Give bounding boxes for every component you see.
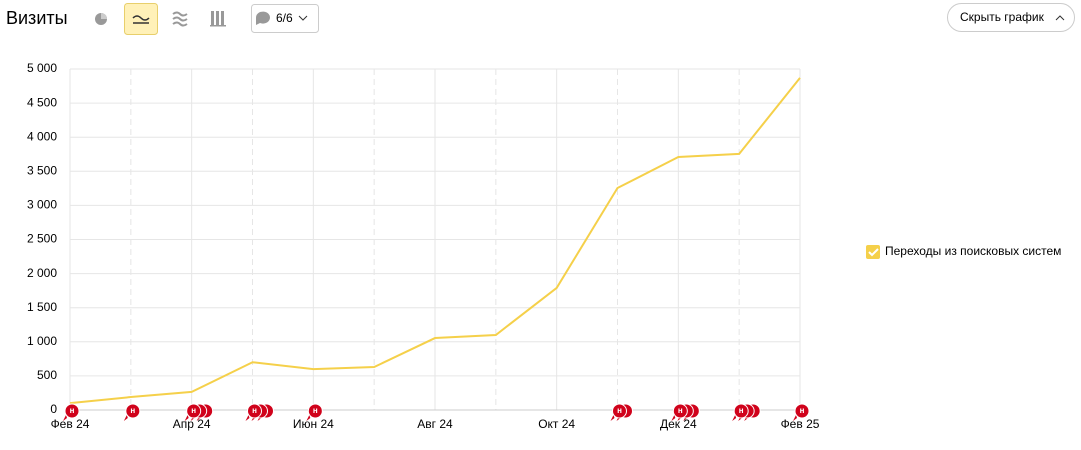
annotation-label: н xyxy=(313,406,318,415)
y-tick-label: 1 000 xyxy=(27,334,57,348)
y-tick-label: 1 500 xyxy=(27,300,57,314)
y-tick-label: 3 500 xyxy=(27,163,57,177)
annotation-marker xyxy=(612,403,627,419)
annotation-label: н xyxy=(130,406,135,415)
annotation-marker xyxy=(794,403,810,419)
annotation-marker xyxy=(247,403,262,419)
annotation-marker xyxy=(186,403,202,419)
annotation-markers: н xyxy=(793,403,810,421)
annotation-label: н xyxy=(617,406,622,415)
annotation-marker xyxy=(307,403,323,419)
y-tick-label: 5 000 xyxy=(27,61,57,75)
annotation-markers: н xyxy=(184,403,214,421)
annotation-markers: н xyxy=(610,403,633,421)
hide-chart-button[interactable]: Скрыть график xyxy=(947,3,1075,32)
annotation-bubble xyxy=(63,415,67,421)
annotation-markers: н xyxy=(306,403,323,421)
chart-type-bars[interactable] xyxy=(210,11,226,27)
report-title: Визиты xyxy=(6,8,68,28)
x-tick-label: Фев 25 xyxy=(781,417,820,431)
annotation-label: н xyxy=(739,406,744,415)
x-tick-label: Дек 24 xyxy=(660,417,697,431)
chart-type-area[interactable] xyxy=(172,11,188,27)
comments-count: 6/6 xyxy=(276,11,293,25)
annotation-markers: н xyxy=(671,403,700,421)
annotation-marker xyxy=(64,403,80,419)
annotation-markers: н xyxy=(123,403,141,421)
y-tick-label: 2 500 xyxy=(27,232,57,246)
y-tick-label: 500 xyxy=(37,368,57,382)
x-tick-label: Апр 24 xyxy=(173,417,211,431)
annotation-bubble xyxy=(671,415,676,421)
annotation-bubble xyxy=(123,415,128,421)
annotation-label: н xyxy=(70,406,75,415)
hide-chart-label: Скрыть график xyxy=(960,10,1045,24)
comments-button[interactable]: 6/6 xyxy=(251,4,319,33)
y-tick-label: 4 500 xyxy=(27,95,57,109)
annotation-markers: н xyxy=(732,403,761,421)
line-series xyxy=(69,77,801,405)
annotation-markers: н xyxy=(245,403,274,421)
legend-check xyxy=(868,248,879,257)
legend-checkbox xyxy=(866,245,880,259)
x-tick-label: Фев 24 xyxy=(51,417,90,431)
annotation-marker xyxy=(125,403,141,419)
y-tick-label: 4 000 xyxy=(27,129,57,143)
annotation-label: н xyxy=(191,406,196,415)
annotation-bubble xyxy=(610,415,615,421)
x-tick-label: Июн 24 xyxy=(293,417,334,431)
annotation-bubble xyxy=(184,415,189,421)
x-tick-label: Окт 24 xyxy=(538,417,575,431)
y-tick-label: 2 000 xyxy=(27,266,57,280)
legend-label: Переходы из поисковых систем xyxy=(885,244,1061,258)
annotation-bubble xyxy=(793,415,797,421)
chart-type-line[interactable] xyxy=(124,3,158,35)
y-tick-label: 0 xyxy=(50,402,57,416)
annotation-label: н xyxy=(800,406,805,415)
annotation-markers: н xyxy=(63,403,80,421)
annotation-marker xyxy=(672,403,688,419)
chart-type-pie[interactable] xyxy=(95,13,107,25)
annotation-bubble xyxy=(245,415,250,421)
annotation-bubble xyxy=(306,415,311,421)
annotation-label: н xyxy=(678,406,683,415)
annotation-label: н xyxy=(252,406,257,415)
annotation-bubble xyxy=(732,415,737,421)
x-tick-label: Авг 24 xyxy=(417,417,453,431)
y-tick-label: 3 000 xyxy=(27,198,57,212)
annotation-marker xyxy=(733,403,749,419)
